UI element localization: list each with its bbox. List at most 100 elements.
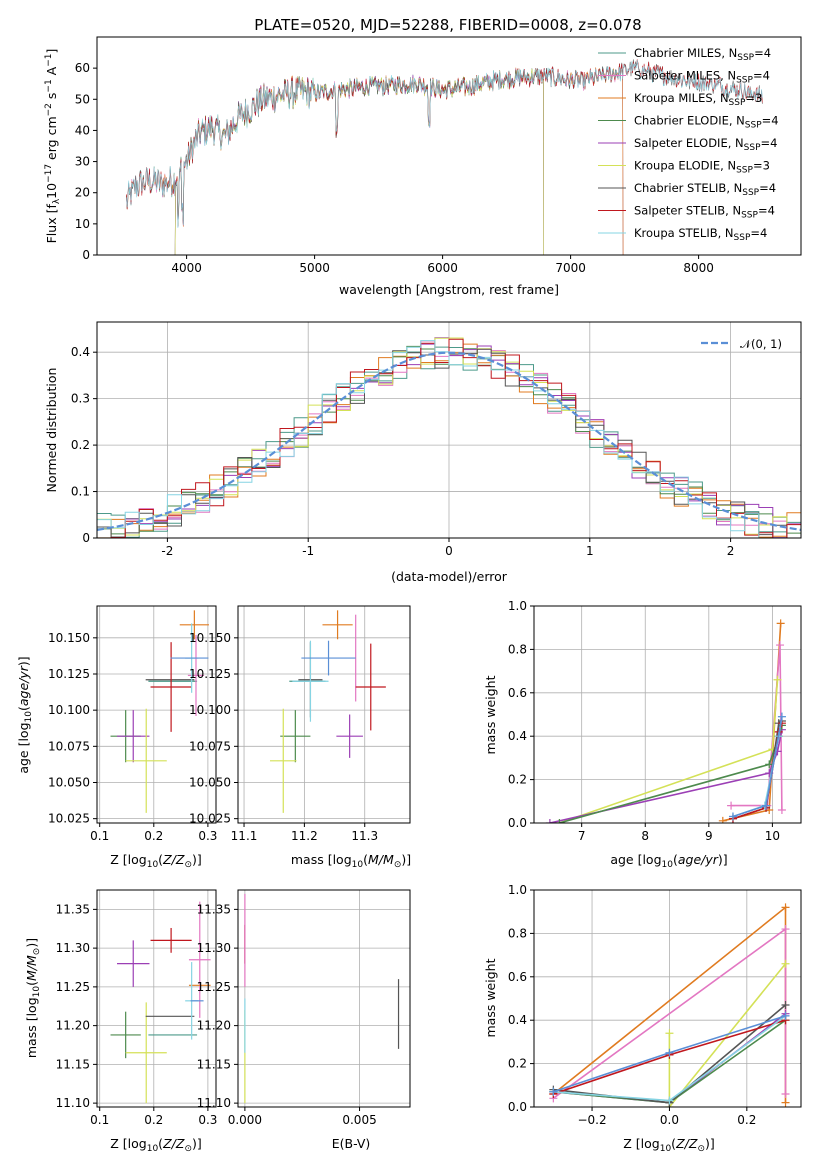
y-tick-label: 40 (75, 123, 90, 137)
weight-marker (718, 816, 727, 823)
plot-area (126, 59, 763, 255)
y-tick-label: 0.8 (508, 926, 527, 940)
y-axis-label: mass weight (483, 675, 498, 754)
y-tick-label: 0.2 (508, 773, 527, 787)
axes-frame (533, 889, 802, 1108)
axes-residuals: -2 -1 0 1 2 0 0.1 0.2 0.3 0.4 (data-model)/error No… (44, 321, 802, 584)
plot-area (549, 903, 790, 1107)
weight-marker (776, 619, 785, 628)
weight-marker (777, 712, 786, 721)
y-tick-label: 0 (82, 248, 90, 262)
axes-frame (96, 321, 802, 539)
legend-entry: Salpeter ELODIE, NSSP=4 (634, 136, 777, 153)
weight-marker (727, 801, 736, 810)
axes-weight_vs_age: 7 8 9 10 0.0 0.2 0.4 0.6 0.8 1.0 age [log10(age/yr… (483, 599, 802, 870)
legend-entry: Salpeter MILES, NSSP=4 (634, 69, 770, 86)
plot-area (97, 337, 801, 538)
x-tick-label: −0.2 (577, 1113, 606, 1127)
weight-marker (777, 805, 786, 814)
y-tick-label: 10.075 (189, 739, 231, 753)
y-tick-label: 11.25 (197, 980, 231, 994)
legend-entry: Chabrier MILES, NSSP=4 (634, 46, 771, 63)
legend-entry: Salpeter STELIB, NSSP=4 (634, 204, 775, 221)
y-tick-label: 0.8 (508, 642, 527, 656)
axes-mass_vs_ebv: 0.000 0.005 11.10 11.15 11.20 11.25 11.30 11.35… (197, 889, 411, 1151)
weight-marker (773, 675, 782, 684)
weight-marker (781, 959, 790, 968)
x-axis-label: Z [log10(Z/Z⊙)] (110, 1136, 202, 1154)
weight-marker (781, 1001, 790, 1010)
x-axis-label: age [log10(age/yr)] (610, 852, 727, 870)
y-axis-label: mass weight (483, 958, 498, 1037)
y-tick-label: 10 (75, 217, 90, 231)
x-tick-label: 11.2 (291, 829, 318, 843)
x-tick-label: 0.2 (737, 1113, 756, 1127)
x-tick-label: 0.2 (144, 1113, 163, 1127)
y-tick-label: 10.150 (48, 631, 90, 645)
x-axis-label: E(B-V) (332, 1136, 371, 1151)
axes-age_vs_Z: 0.1 0.2 0.3 10.025 10.050 10.075 10.100 10.125 1… (16, 605, 217, 870)
y-tick-label: 1.0 (508, 883, 527, 897)
x-tick-label: 5000 (299, 261, 330, 275)
axes-frame (96, 605, 217, 824)
x-tick-label: 2 (727, 544, 735, 558)
y-tick-label: 10.100 (189, 703, 231, 717)
spectrum-line (126, 59, 763, 229)
x-tick-label: 7 (578, 829, 586, 843)
y-tick-label: 0.6 (508, 686, 527, 700)
y-tick-label: 10.050 (189, 775, 231, 789)
y-tick-label: 0.2 (508, 1057, 527, 1071)
legend-entry: Chabrier STELIB, NSSP=4 (634, 181, 776, 198)
y-axis-label: Flux [fλ10−17 erg cm−2 s−1 A−1] (44, 49, 62, 244)
y-tick-label: 0.0 (508, 816, 527, 830)
plot-area (110, 901, 211, 1104)
y-axis-label: age [log10(age/yr)] (16, 656, 34, 773)
y-tick-label: 0 (82, 531, 90, 545)
axes-frame (533, 605, 802, 824)
y-tick-label: 20 (75, 186, 90, 200)
weight-marker (545, 819, 554, 823)
plot-area (244, 893, 400, 1104)
legend-entry: Chabrier ELODIE, NSSP=4 (634, 114, 779, 131)
y-axis-label: Normed distribution (44, 368, 59, 493)
weight-marker (781, 903, 790, 912)
y-tick-label: 10.075 (48, 739, 90, 753)
y-tick-label: 10.100 (48, 703, 90, 717)
axes-frame (96, 889, 217, 1108)
weight-marker (781, 1011, 790, 1020)
x-axis-label: Z [log10(Z/Z⊙)] (623, 1136, 715, 1154)
y-tick-label: 0.3 (71, 392, 90, 406)
figure-title: PLATE=0520, MJD=52288, FIBERID=0008, z=0… (254, 16, 641, 34)
y-tick-label: 11.30 (197, 941, 231, 955)
x-tick-label: 11.1 (231, 829, 258, 843)
weight-marker (762, 801, 771, 810)
y-tick-label: 11.15 (56, 1057, 90, 1071)
y-tick-label: 0.0 (508, 1100, 527, 1114)
y-tick-label: 1.0 (508, 599, 527, 613)
x-tick-label: 11.3 (351, 829, 378, 843)
y-tick-label: 10.125 (189, 667, 231, 681)
weight-marker (665, 1029, 674, 1038)
x-tick-label: -1 (302, 544, 314, 558)
spectrum-line (126, 59, 763, 225)
y-tick-label: 0.1 (71, 485, 90, 499)
legend-entry: Kroupa ELODIE, NSSP=3 (634, 159, 770, 176)
x-tick-label: 1 (586, 544, 594, 558)
histogram-step (97, 337, 788, 538)
x-tick-label: 8 (641, 829, 649, 843)
gaussian-curve (97, 351, 801, 531)
axes-frame (96, 36, 802, 256)
x-axis-label: wavelength [Angstrom, rest frame] (339, 282, 559, 297)
axes-mass_vs_Z: 0.1 0.2 0.3 11.10 11.15 11.20 11.25 11.30 11.35 Z… (24, 889, 217, 1154)
y-tick-label: 30 (75, 155, 90, 169)
y-tick-label: 11.35 (197, 902, 231, 916)
y-tick-label: 50 (75, 92, 90, 106)
axes-spectrum: 4000 5000 6000 7000 8000 0 10 20 30 40 50 60 wavelen… (44, 36, 802, 297)
weight-marker (549, 1087, 558, 1096)
y-tick-label: 11.10 (56, 1096, 90, 1110)
y-tick-label: 11.30 (56, 941, 90, 955)
weight-marker (776, 641, 785, 650)
y-tick-label: 11.15 (197, 1057, 231, 1071)
y-tick-label: 11.20 (197, 1019, 231, 1033)
